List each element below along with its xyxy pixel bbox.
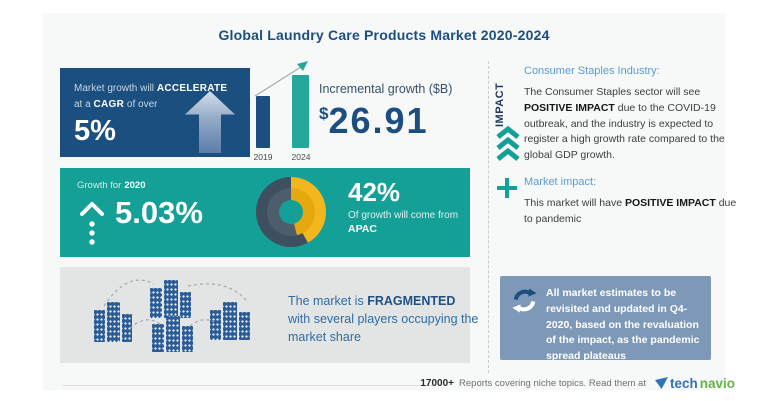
fragmented-box: The market is FRAGMENTED with several pl… bbox=[60, 267, 478, 363]
consumer-body-pre: The Consumer Staples sector will see bbox=[524, 86, 701, 98]
building bbox=[152, 324, 164, 352]
refresh-icon bbox=[512, 288, 537, 313]
bar-2024 bbox=[292, 75, 309, 148]
growth-arrow-dots-icon bbox=[80, 202, 104, 245]
technavio-mark-icon bbox=[654, 377, 668, 389]
accelerate-line2: at a CAGR of over bbox=[60, 97, 250, 113]
apac-donut-chart bbox=[256, 177, 326, 247]
building bbox=[122, 314, 132, 342]
apac-region-label: APAC bbox=[348, 222, 377, 235]
building bbox=[150, 288, 162, 318]
market-body-bold: POSITIVE IMPACT bbox=[624, 197, 716, 209]
consumer-staples-body: The Consumer Staples sector will see POS… bbox=[524, 85, 738, 164]
accelerate-line1-text: Market growth will bbox=[74, 83, 157, 94]
cagr-keyword: CAGR bbox=[93, 99, 125, 110]
building bbox=[223, 302, 237, 340]
bar-label-2024: 2024 bbox=[291, 152, 311, 162]
bar-label-2019: 2019 bbox=[253, 152, 273, 162]
building bbox=[182, 326, 193, 352]
footer: 17000+ Reports covering niche topics. Re… bbox=[420, 376, 735, 391]
report-count: 17000+ bbox=[420, 378, 455, 389]
fragmented-pre: The market is bbox=[288, 294, 368, 308]
impact-vertical-label: IMPACT bbox=[494, 82, 506, 127]
accelerate-keyword: ACCELERATE bbox=[156, 83, 228, 94]
update-box: All market estimates to be revisited and… bbox=[500, 276, 711, 362]
building bbox=[107, 302, 120, 342]
incremental-growth-value: 26.91 bbox=[328, 100, 429, 141]
incremental-growth-value-row: $26.91 bbox=[319, 100, 484, 142]
content-card: Global Laundry Care Products Market 2020… bbox=[43, 13, 736, 391]
consumer-body-post: due to the COVID-19 outbreak, and the in… bbox=[524, 101, 725, 161]
accelerate-box: Market growth will ACCELERATE at a CAGR … bbox=[60, 68, 250, 157]
building bbox=[166, 316, 180, 352]
building bbox=[210, 310, 221, 340]
page-title: Global Laundry Care Products Market 2020… bbox=[218, 27, 550, 43]
apac-share-block: 42% Of growth will come from APAC bbox=[348, 178, 466, 235]
growth-value: 5.03% bbox=[115, 195, 203, 230]
impact-divider bbox=[488, 61, 489, 373]
brand-navio: navio bbox=[699, 376, 735, 391]
buildings-illustration bbox=[88, 278, 273, 353]
accelerate-line1: Market growth will ACCELERATE bbox=[60, 68, 250, 97]
triple-chevron-up-icon bbox=[496, 125, 520, 161]
building bbox=[94, 310, 105, 342]
cagr-pre: at a bbox=[74, 99, 94, 110]
footer-text: Reports covering niche topics. Read them… bbox=[459, 378, 646, 389]
market-impact-section: Market impact: This market will have POS… bbox=[524, 176, 738, 228]
plus-icon bbox=[497, 178, 517, 198]
building bbox=[164, 280, 178, 318]
brand-tech: tech bbox=[669, 376, 698, 391]
currency-symbol: $ bbox=[319, 104, 329, 123]
fragmented-keyword: FRAGMENTED bbox=[367, 294, 456, 308]
trend-arrow-icon bbox=[254, 61, 308, 97]
consumer-staples-section: Consumer Staples Industry: The Consumer … bbox=[524, 65, 738, 164]
growth-label-year: 2020 bbox=[124, 180, 146, 191]
network-arcs-icon bbox=[103, 279, 247, 329]
market-body-pre: This market will have bbox=[524, 197, 625, 209]
growth-label-text: Growth for bbox=[77, 180, 122, 191]
growth-label: Growth for 2020 bbox=[77, 180, 146, 191]
consumer-staples-heading: Consumer Staples Industry: bbox=[524, 65, 660, 77]
building bbox=[239, 312, 250, 340]
market-body-post: due to pandemic bbox=[524, 197, 737, 225]
consumer-body-bold: POSITIVE IMPACT bbox=[524, 101, 615, 114]
fragmented-post: with several players occupying the marke… bbox=[288, 312, 479, 345]
incremental-growth-block: Incremental growth ($B) $26.91 bbox=[319, 82, 484, 142]
cagr-value: 5% bbox=[74, 115, 116, 147]
cagr-post: of over bbox=[124, 99, 158, 110]
apac-share-caption: Of growth will come from bbox=[348, 209, 459, 221]
apac-share-value: 42% bbox=[348, 177, 401, 207]
footer-rule bbox=[63, 385, 435, 386]
donut-hole bbox=[279, 200, 303, 224]
growth-box: Growth for 2020 5.03% 42% Of growth will … bbox=[60, 168, 470, 257]
technavio-logo: tech navio bbox=[654, 376, 735, 391]
fragmented-text: The market is FRAGMENTED with several pl… bbox=[288, 292, 480, 346]
market-impact-body: This market will have POSITIVE IMPACT du… bbox=[524, 196, 738, 228]
update-text: All market estimates to be revisited and… bbox=[546, 287, 700, 362]
bar-2019 bbox=[256, 96, 270, 148]
market-impact-heading: Market impact: bbox=[524, 176, 597, 188]
incremental-growth-label: Incremental growth ($B) bbox=[319, 82, 453, 96]
building bbox=[180, 292, 191, 318]
